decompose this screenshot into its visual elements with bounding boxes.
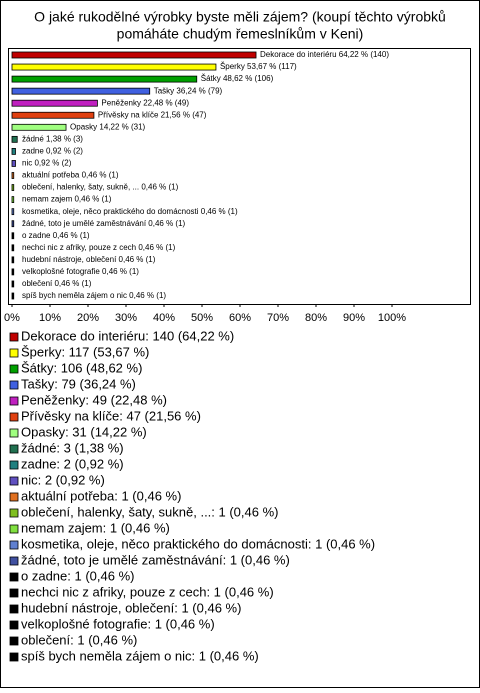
legend-swatch [9, 348, 19, 358]
x-tick-label: 10% [39, 312, 61, 324]
x-tick-label: 20% [77, 312, 99, 324]
legend-label: hudební nástroje, oblečení: 1 (0,46 %) [21, 600, 241, 615]
bar-label: oblečení 0,46 % (1) [22, 279, 92, 288]
legend-label: Šátky: 106 (48,62 %) [21, 360, 142, 375]
legend-swatch [9, 556, 19, 566]
legend-label: aktuální potřeba: 1 (0,46 %) [21, 488, 181, 503]
legend-swatch [9, 572, 19, 582]
legend-label: Peněženky: 49 (22,48 %) [21, 392, 167, 407]
chart-title: pomáháte chudým řemeslníkům v Keni) [117, 26, 364, 42]
legend-label: zadne: 2 (0,92 %) [21, 456, 124, 471]
x-tick-label: 80% [305, 312, 327, 324]
legend-swatch [9, 332, 19, 342]
legend-swatch [9, 460, 19, 470]
bar-label: Šátky 48,62 % (106) [201, 74, 274, 83]
legend-label: o zadne: 1 (0,46 %) [21, 568, 134, 583]
bar [11, 268, 15, 276]
legend-swatch [9, 636, 19, 646]
legend-swatch [9, 444, 19, 454]
bar-label: aktuální potřeba 0,46 % (1) [22, 171, 119, 180]
legend-swatch [9, 476, 19, 486]
bar-label: nechci nic z afriky, pouze z cech 0,46 %… [22, 243, 176, 252]
bar [11, 51, 257, 59]
legend-label: Opasky: 31 (14,22 %) [21, 424, 147, 439]
bar [11, 111, 95, 119]
legend-label: Dekorace do interiéru: 140 (64,22 %) [21, 328, 234, 343]
bar [11, 63, 217, 71]
bar-label: Dekorace do interiéru 64,22 % (140) [260, 50, 389, 59]
legend-swatch [9, 540, 19, 550]
legend-swatch [9, 428, 19, 438]
legend-label: Tašky: 79 (36,24 %) [21, 376, 136, 391]
chart-title: O jaké rukodělné výrobky byste měli záje… [34, 9, 446, 25]
bar [11, 208, 15, 216]
legend-label: velkoplošné fotografie: 1 (0,46 %) [21, 616, 215, 631]
bar [11, 99, 98, 107]
x-tick-label: 90% [343, 312, 365, 324]
legend-swatch [9, 396, 19, 406]
bar [11, 184, 15, 191]
bar-label: zadne 0,92 % (2) [22, 147, 83, 156]
bar [11, 87, 151, 95]
bar [11, 292, 15, 300]
legend-swatch [9, 364, 19, 374]
bar [11, 196, 15, 204]
x-tick-label: 100% [378, 312, 406, 324]
bar [11, 256, 15, 264]
bar-label: žádné 1,38 % (3) [22, 134, 83, 143]
legend-swatch [9, 524, 19, 534]
x-tick-label: 50% [191, 312, 213, 324]
bar [11, 172, 15, 179]
bar-label: velkoplošné fotografie 0,46 % (1) [22, 267, 139, 276]
legend-swatch [9, 508, 19, 518]
legend-label: spíš bych neměla zájem o nic: 1 (0,46 %) [21, 648, 259, 663]
x-tick-label: 30% [115, 312, 137, 324]
legend-label: oblečení, halenky, šaty, sukně, ...: 1 (… [21, 504, 279, 519]
x-tick-label: 40% [153, 312, 175, 324]
legend-swatch [9, 620, 19, 630]
legend-swatch [9, 412, 19, 422]
bar-label: nic 0,92 % (2) [22, 159, 72, 168]
bar-label: Šperky 53,67 % (117) [220, 62, 297, 71]
legend-label: žádné, toto je umělé zaměstnávání: 1 (0,… [21, 552, 290, 567]
bar-label: žádné, toto je umělé zaměstnávání 0,46 %… [22, 219, 186, 228]
bar-label: kosmetika, oleje, něco praktického do do… [22, 207, 238, 216]
bar-label: Přívěsky na klíče 21,56 % (47) [98, 110, 207, 119]
legend-label: oblečení: 1 (0,46 %) [21, 632, 137, 647]
legend-label: nic: 2 (0,92 %) [21, 472, 105, 487]
bar [11, 147, 16, 155]
legend-label: Přívěsky na klíče: 47 (21,56 %) [21, 408, 201, 423]
legend-swatch [9, 604, 19, 614]
bar [11, 232, 15, 240]
bar [11, 123, 67, 131]
legend-swatch [9, 380, 19, 390]
legend-label: žádné: 3 (1,38 %) [21, 440, 124, 455]
legend-label: nechci nic z afriky, pouze z cech: 1 (0,… [21, 584, 274, 599]
bar-label: Tašky 36,24 % (79) [154, 86, 223, 95]
bar-label: Peněženky 22,48 % (49) [101, 98, 189, 107]
legend-swatch [9, 588, 19, 598]
x-tick-label: 0% [4, 312, 20, 324]
bar [11, 75, 198, 83]
bar [11, 220, 15, 228]
legend-swatch [9, 492, 19, 502]
legend-label: Šperky: 117 (53,67 %) [21, 344, 149, 359]
bar-label: o zadne 0,46 % (1) [22, 231, 90, 240]
bar-label: oblečení, halenky, šaty, sukně, ... 0,46… [22, 183, 179, 192]
x-tick-label: 60% [229, 312, 251, 324]
x-tick-label: 70% [267, 312, 289, 324]
bar-label: nemam zajem 0,46 % (1) [22, 195, 112, 204]
bar-label: hudební nástroje, oblečení 0,46 % (1) [22, 255, 156, 264]
legend-swatch [9, 652, 19, 662]
bar-label: Opasky 14,22 % (31) [70, 122, 145, 131]
bar [11, 160, 16, 167]
legend-label: kosmetika, oleje, něco praktického do do… [21, 536, 375, 551]
bar [11, 135, 18, 143]
bar [11, 244, 15, 252]
bar-label: spíš bych neměla zájem o nic 0,46 % (1) [22, 291, 166, 300]
legend-label: nemam zajem: 1 (0,46 %) [21, 520, 170, 535]
bar [11, 280, 15, 288]
